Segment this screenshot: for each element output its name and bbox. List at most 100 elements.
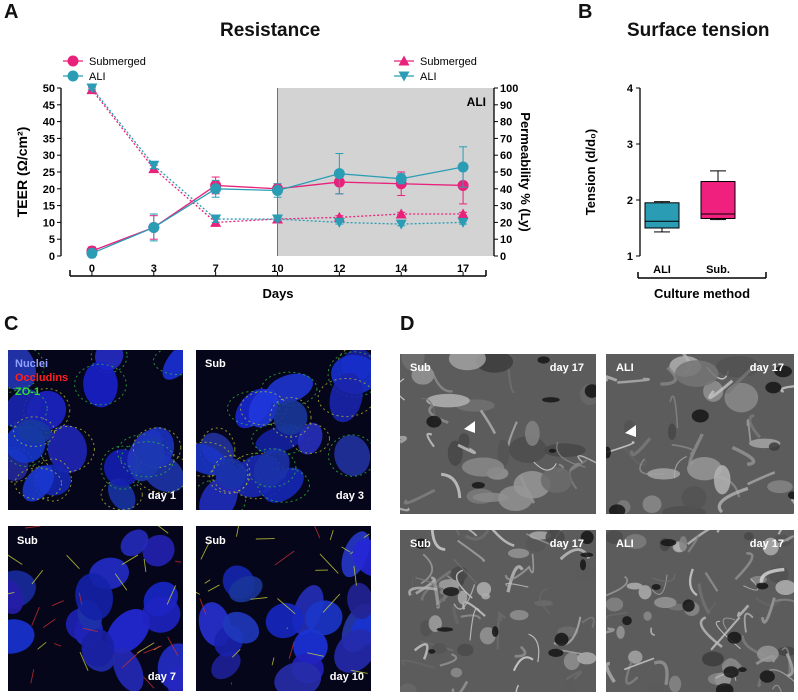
junction-stain: [31, 569, 44, 585]
junction-stain: [317, 377, 371, 418]
cell-nucleus: [334, 435, 371, 477]
sem-texture: [653, 660, 669, 686]
chart-title-resistance: Resistance: [220, 20, 321, 41]
junction-stain: [143, 558, 147, 573]
junction-stain: [8, 592, 15, 595]
sem-texture: [504, 565, 531, 581]
cell-nucleus: [352, 539, 371, 577]
sem-texture: [621, 443, 647, 467]
cell-nucleus: [47, 425, 88, 474]
sem-pore: [542, 397, 560, 403]
y-tick-label-left: 0: [49, 251, 55, 263]
sem-texture: [649, 682, 665, 692]
sem-pore: [491, 626, 499, 637]
sem-pore: [426, 415, 442, 428]
sem-texture: [432, 643, 447, 654]
junction-stain: [8, 554, 23, 565]
sem-texture: [575, 565, 596, 581]
x-tick-label: 14: [395, 263, 408, 275]
sem-pore: [413, 538, 430, 549]
cell-nucleus: [8, 579, 24, 615]
legend-marker: [67, 55, 79, 67]
junction-stain: [135, 452, 183, 494]
sem-texture: [688, 568, 698, 597]
y-tick-label-left: 10: [43, 217, 55, 229]
sem-texture: [457, 539, 486, 562]
sem-texture: [785, 653, 794, 677]
sem-texture: [400, 507, 410, 512]
sem-texture: [724, 382, 759, 413]
data-point: [272, 214, 283, 225]
sem-texture: [411, 365, 435, 385]
sem-pore: [436, 627, 454, 632]
junction-stain: [37, 641, 47, 650]
y-tick-label-left: 5: [49, 234, 55, 246]
junction-stain: [42, 618, 56, 628]
sem-pore: [651, 583, 661, 591]
y-tick-label-left: 50: [43, 83, 55, 95]
data-point: [272, 184, 283, 196]
sem-texture: [743, 612, 754, 633]
micrograph-c-day1: Nuclei Occludins ZO-1 day 1: [8, 350, 183, 510]
sem-texture: [669, 675, 682, 692]
sem-texture: [431, 371, 453, 393]
cell-nucleus: [106, 609, 150, 654]
junction-stain: [82, 627, 98, 632]
cell-nucleus: [329, 372, 363, 423]
cell-nucleus: [142, 534, 175, 567]
junction-stain: [66, 554, 80, 570]
sem-texture: [667, 423, 677, 441]
sem-texture: [647, 468, 681, 480]
cell-nucleus: [130, 437, 165, 482]
cell-nucleus: [8, 350, 36, 391]
sem-texture: [652, 573, 676, 583]
data-point: [395, 173, 407, 185]
sem-texture: [617, 377, 650, 384]
junction-stain: [327, 351, 371, 398]
panel-letter-a: A: [4, 1, 19, 23]
sem-texture: [512, 656, 534, 672]
sem-texture: [755, 655, 776, 666]
y-tick-label: 2: [627, 195, 633, 207]
sem-pore: [580, 530, 594, 545]
y-tick-label-right: 40: [500, 184, 512, 196]
cell-nucleus: [222, 611, 260, 644]
sem-texture: [491, 530, 515, 547]
sem-texture: [699, 616, 723, 648]
sem-pore: [738, 667, 747, 673]
micrograph-day-label: day 1: [147, 490, 176, 502]
micrograph-culture-label: ALI: [616, 538, 634, 550]
sem-pore: [756, 582, 769, 590]
cell-nucleus: [347, 582, 371, 620]
data-point: [457, 208, 469, 219]
y-axis-label-right: Permeability % (Ly): [518, 112, 533, 231]
junction-stain: [250, 597, 268, 600]
junction-stain: [100, 479, 143, 510]
cell-nucleus: [215, 458, 247, 490]
sem-texture: [400, 378, 405, 401]
cell-nucleus: [297, 422, 323, 455]
sem-texture: [415, 577, 446, 602]
legend-marker: [398, 55, 410, 66]
junction-stain: [353, 565, 357, 586]
cell-nucleus: [22, 465, 54, 502]
cell-nucleus: [8, 389, 41, 429]
arrowhead-icon: [625, 425, 636, 437]
y-tick-label: 1: [627, 251, 633, 263]
sem-texture: [453, 558, 478, 584]
shaded-region-label: ALI: [467, 95, 486, 109]
micrograph-culture-label: Sub: [410, 538, 431, 550]
junction-stain: [314, 526, 321, 539]
junction-stain: [350, 551, 354, 555]
sem-texture: [628, 650, 643, 664]
sem-texture: [780, 385, 794, 393]
sem-pore: [606, 446, 611, 459]
sem-pore: [691, 409, 709, 423]
sem-texture: [674, 360, 719, 387]
legend-label: ALI: [89, 71, 106, 83]
sem-texture: [687, 530, 720, 545]
junction-stain: [51, 600, 64, 607]
micrograph-day-label: day 17: [749, 538, 784, 550]
y-tick-label-left: 20: [43, 184, 55, 196]
junction-stain: [78, 592, 83, 605]
